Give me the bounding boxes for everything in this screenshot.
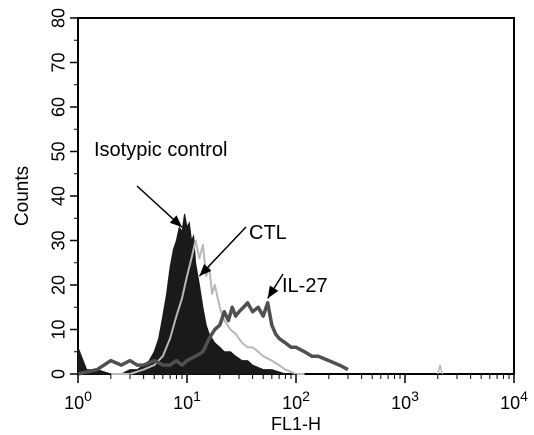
x-tick-label: 104 (500, 388, 528, 413)
x-tick-label: 101 (173, 388, 201, 413)
annotation-isotypic-arrowhead (169, 215, 183, 228)
annotation-isotypic-label: Isotypic control (94, 139, 227, 161)
y-tick-label: 40 (48, 186, 68, 206)
y-tick-label: 20 (48, 275, 68, 295)
y-tick-label: 30 (48, 230, 68, 250)
x-tick-label: 100 (64, 388, 92, 413)
x-axis-ticks: 100 101 102 103 104 (64, 374, 528, 413)
x-tick-label: 102 (282, 388, 310, 413)
series-ctl-blip (437, 364, 444, 375)
series-layer (77, 213, 444, 376)
x-axis-label: FL1-H (271, 414, 321, 434)
y-tick-label: 80 (48, 8, 68, 28)
annotation-il27-arrowhead (267, 285, 279, 299)
annotation-ctl-label: CTL (249, 222, 287, 244)
y-tick-label: 50 (48, 141, 68, 161)
series-il27-line (77, 301, 349, 376)
y-tick-label: 60 (48, 97, 68, 117)
y-tick-label: 70 (48, 52, 68, 72)
y-axis-label: Counts (12, 166, 33, 226)
annotations-layer: Isotypic control CTL IL-27 (94, 139, 328, 299)
y-tick-label: 0 (48, 369, 68, 379)
y-tick-label: 10 (48, 319, 68, 339)
y-axis-ticks: 0 10 20 30 40 50 60 70 80 (48, 8, 78, 379)
annotation-il27-label: IL-27 (282, 275, 328, 297)
annotation-ctl-arrowhead (199, 263, 212, 277)
x-tick-label: 103 (391, 388, 419, 413)
plot-area (77, 17, 515, 375)
series-ctl-line (110, 239, 305, 375)
